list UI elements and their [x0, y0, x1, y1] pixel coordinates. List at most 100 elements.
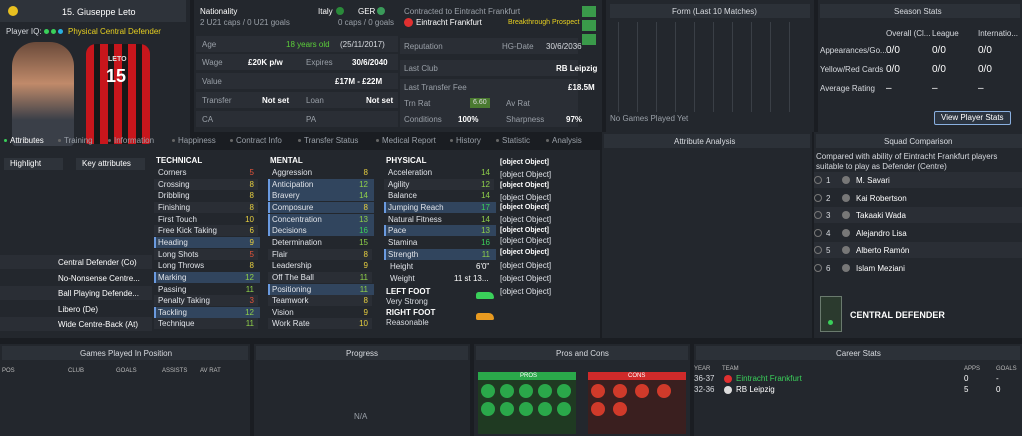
header-bar	[604, 134, 810, 148]
con-icon	[613, 402, 627, 416]
tab[interactable]: Training	[64, 136, 93, 145]
con-icon	[591, 384, 605, 398]
attribute-value: 11	[245, 284, 254, 294]
tab[interactable]: Transfer Status	[304, 136, 359, 145]
column-header: TEAM	[722, 366, 739, 372]
panel-title: Form (Last 10 Matches)	[672, 7, 757, 16]
attribute-name: Tackling	[158, 307, 187, 317]
form-gridline	[637, 22, 638, 112]
name-bar	[0, 0, 186, 22]
attribute-value: 3	[249, 296, 254, 306]
rank: 3	[826, 211, 831, 221]
form-gridline	[770, 22, 771, 112]
label: Age	[202, 40, 217, 49]
attribute-name: Bravery	[272, 191, 300, 201]
panel-title: Games Played In Position	[80, 349, 173, 358]
squad-player: Takaaki Wada	[856, 211, 906, 221]
position-role: Central Defender (Co)	[58, 258, 137, 267]
pro-icon	[557, 402, 571, 416]
row-bg	[814, 260, 1022, 276]
attribute-name: Free Kick Taking	[158, 226, 217, 236]
form-gridline	[789, 22, 790, 112]
form-gridline	[751, 22, 752, 112]
column-header: CLUB	[68, 368, 85, 374]
label: Last Club	[404, 64, 438, 73]
con-icon	[613, 384, 627, 398]
label: Loan	[306, 96, 324, 105]
nationality: Italy	[318, 7, 333, 16]
attribute-value: 14	[359, 191, 368, 201]
row-bg	[384, 178, 494, 190]
empty-note: N/A	[354, 412, 368, 421]
attribute-value: 8	[363, 249, 368, 259]
goals: 0	[996, 385, 1001, 394]
header-bar	[256, 346, 468, 360]
pro-icon	[500, 402, 514, 416]
tab[interactable]: Information	[114, 136, 155, 145]
caps: 2 U21 caps / 0 U21 goals	[200, 18, 290, 27]
attribute-name: Aggression	[272, 168, 313, 177]
attribute-value: 9	[363, 307, 368, 317]
tab[interactable]: Medical Report	[382, 136, 436, 145]
media-heading: [object Object]	[500, 204, 550, 211]
tag	[582, 6, 596, 17]
row-bg	[814, 242, 1022, 259]
attribute-value: 17	[481, 202, 490, 212]
row-label: Yellow/Red Cards	[820, 65, 884, 74]
pros-label: PROS	[520, 373, 538, 379]
rank: 2	[826, 193, 831, 203]
tab-dot	[298, 139, 301, 142]
label: Wage	[202, 58, 223, 67]
tab[interactable]: Analysis	[552, 136, 582, 145]
column-header: AV RAT	[200, 368, 221, 374]
iq-dot	[58, 29, 63, 34]
status: Breakthrough Prospect	[508, 19, 580, 26]
attribute-name: Marking	[158, 272, 187, 282]
row-bg	[154, 225, 258, 237]
label: Value	[202, 77, 222, 86]
panel-title: Squad Comparison	[884, 137, 953, 146]
attribute-value: 11	[245, 319, 254, 329]
attribute-name: Strength	[388, 249, 419, 259]
attribute-name: Long Shots	[158, 249, 199, 259]
tab[interactable]: History	[456, 136, 481, 145]
tab-dot	[230, 139, 233, 142]
row-bg	[0, 301, 152, 316]
apps: 5	[964, 385, 969, 394]
tab[interactable]: Attributes	[10, 136, 44, 145]
last-club: RB Leipzig	[556, 64, 598, 73]
attribute-value: 8	[363, 202, 368, 212]
label: Conditions	[404, 115, 442, 124]
dropdown[interactable]: Key attributes	[76, 158, 145, 170]
tab[interactable]: Contract Info	[236, 136, 282, 145]
panel	[606, 0, 814, 132]
expires: 30/6/2040	[352, 58, 388, 67]
avatar	[842, 228, 850, 237]
attribute-name: Pace	[388, 226, 407, 236]
key-highlight	[154, 271, 260, 283]
attribute-value: 5	[249, 168, 254, 177]
key-highlight	[384, 201, 496, 213]
club-crest	[724, 386, 732, 394]
position-role: Libero (De)	[58, 304, 99, 314]
label: RIGHT FOOT	[386, 308, 436, 317]
attribute-name: Anticipation	[272, 179, 314, 189]
attribute-value: 8	[249, 191, 254, 201]
tab[interactable]: Statistic	[502, 136, 531, 145]
pro-icon	[557, 384, 571, 398]
tab[interactable]: Happiness	[178, 136, 216, 145]
club-crest	[404, 18, 413, 27]
view-stats-button[interactable]: View Player Stats	[934, 111, 1011, 125]
tab-dot	[108, 139, 111, 142]
column-header: APPS	[964, 366, 981, 372]
attribute-value: 16	[481, 237, 490, 247]
dropdown[interactable]: Highlight	[4, 158, 64, 170]
media-text: [object Object]	[500, 287, 552, 296]
attribute-value: 9	[249, 237, 254, 247]
attribute-name: Corners	[158, 168, 187, 177]
media-text: [object Object]	[500, 170, 552, 179]
tab-dot	[546, 139, 549, 142]
apps: 0	[964, 374, 969, 383]
caps: 0 caps / 0 goals	[338, 18, 395, 27]
